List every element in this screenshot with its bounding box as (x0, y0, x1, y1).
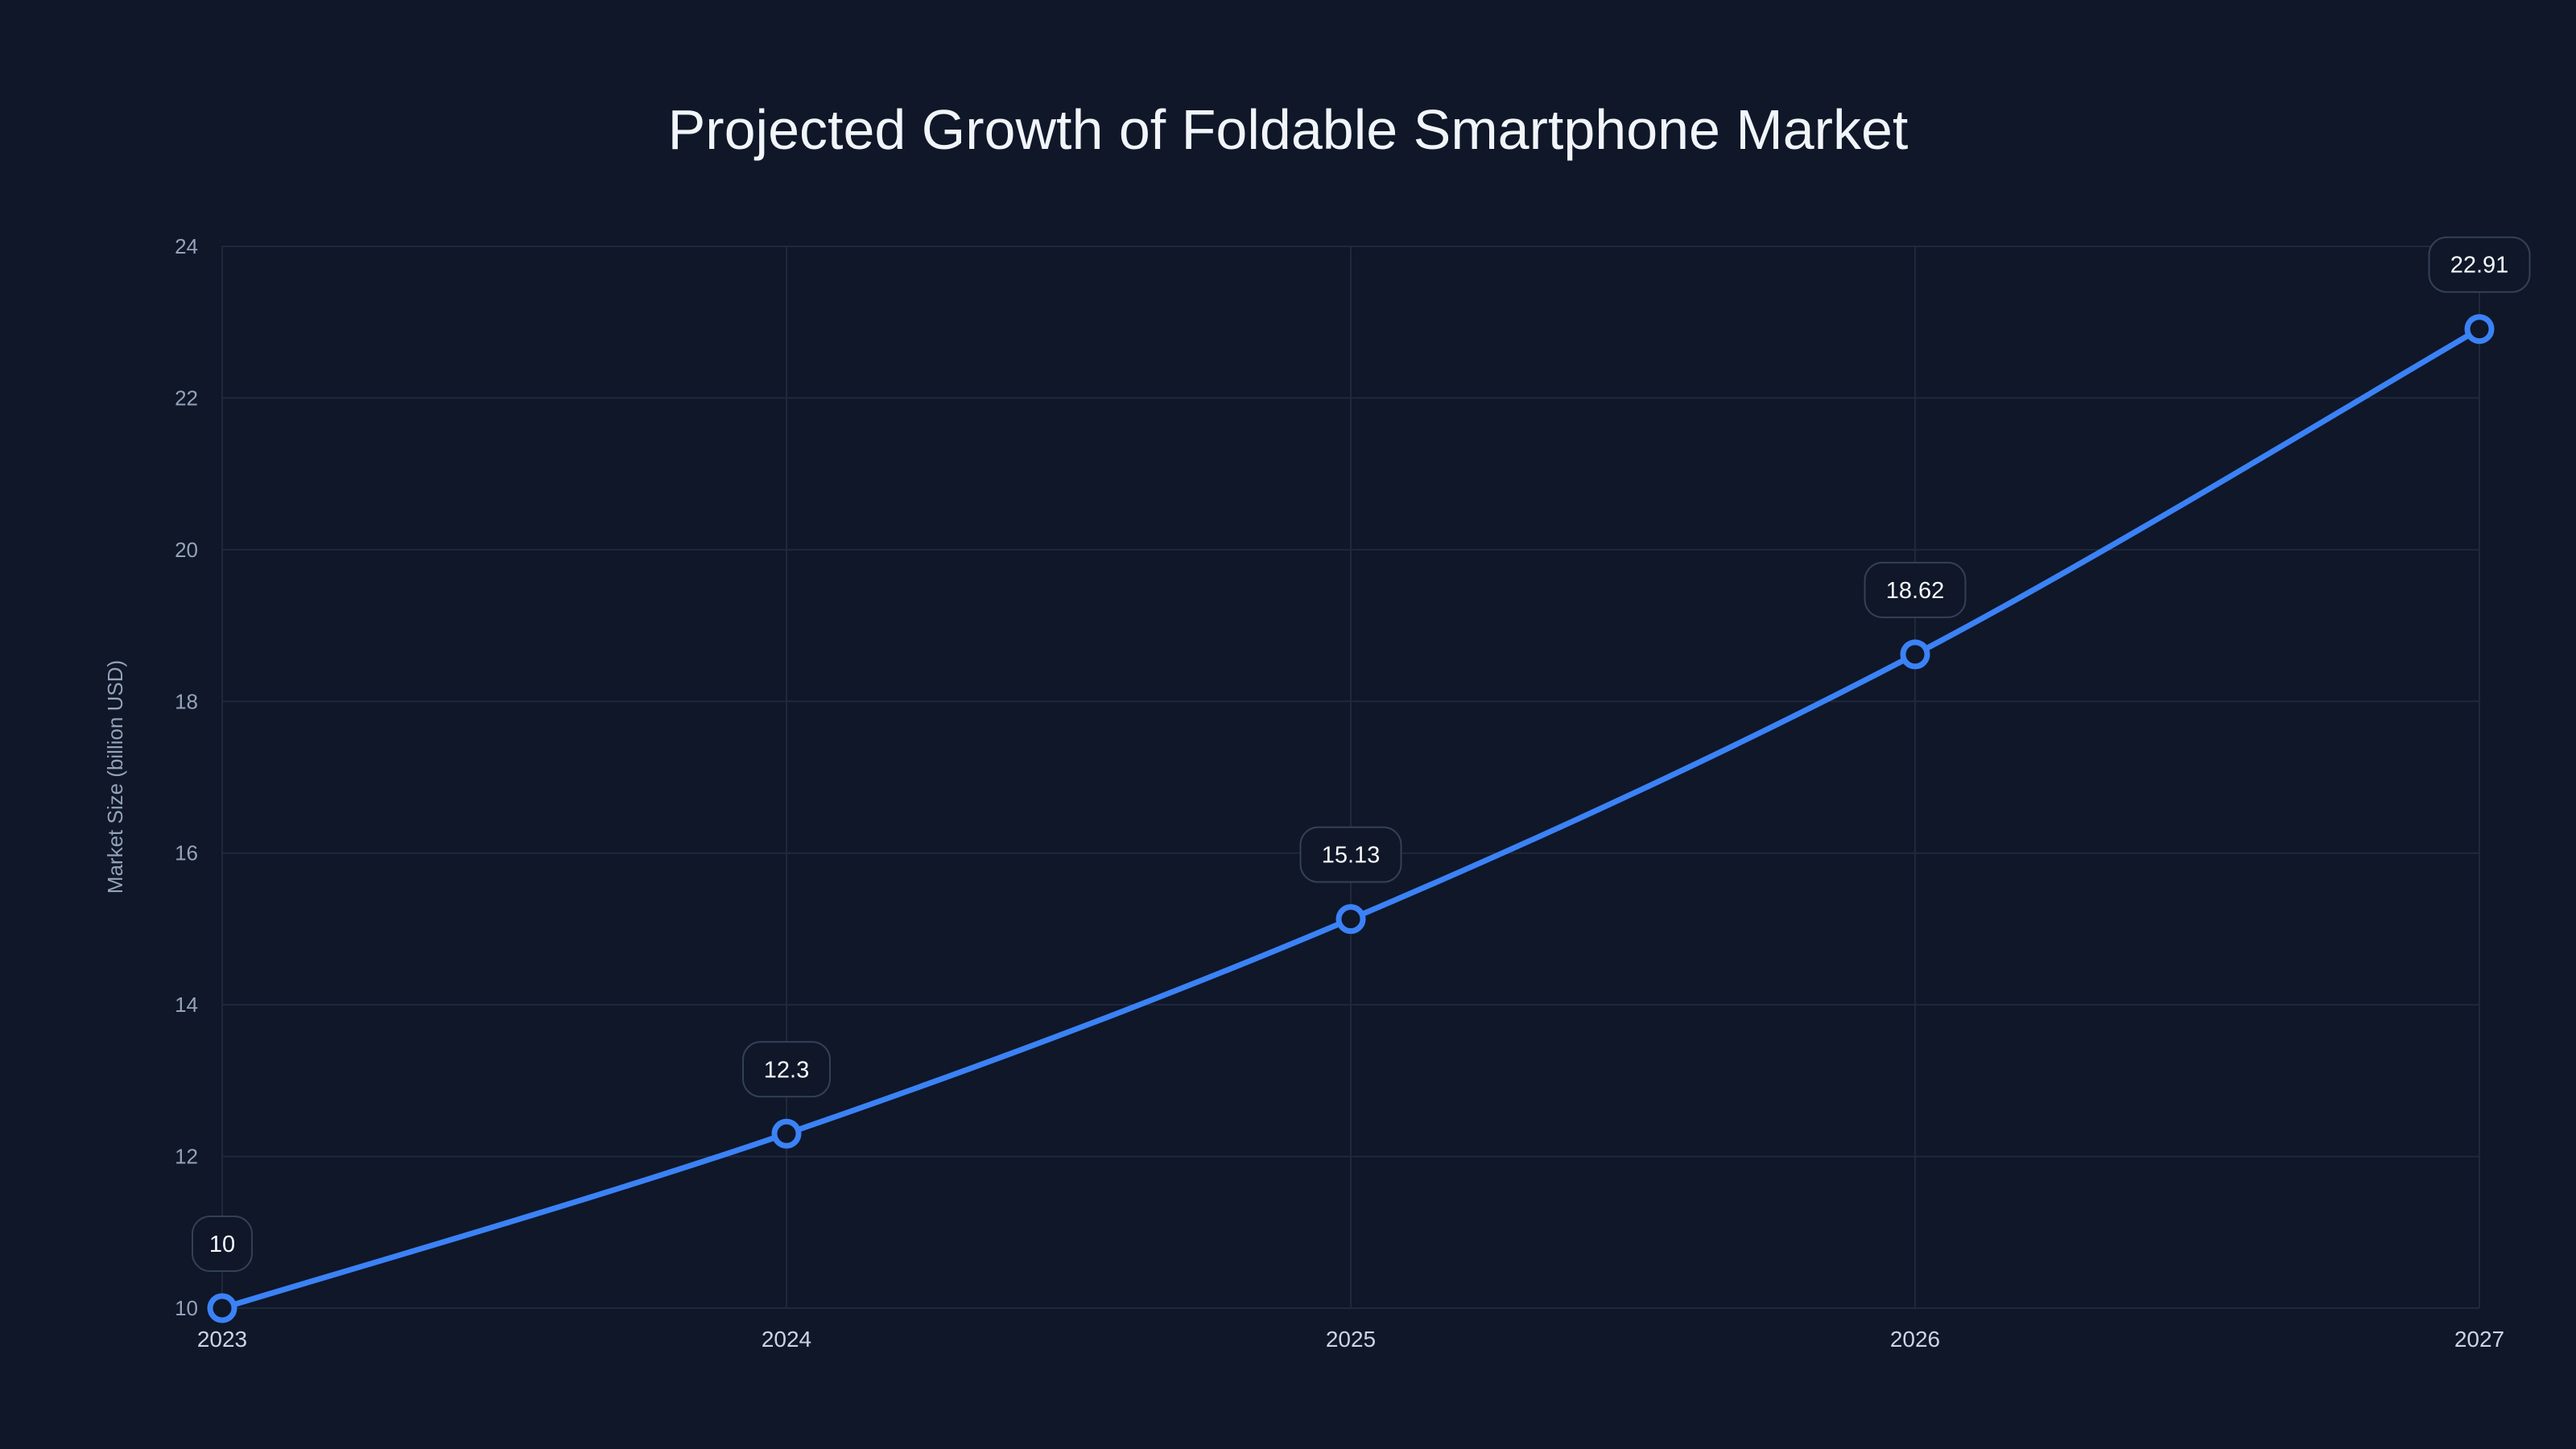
data-label: 18.62 (1886, 578, 1945, 604)
y-tick-label: 24 (175, 234, 198, 258)
data-label-box (192, 1216, 253, 1272)
y-tick-label: 12 (175, 1145, 198, 1169)
y-tick-label: 10 (175, 1296, 198, 1320)
x-tick-label: 2024 (762, 1327, 811, 1352)
data-label-box (2428, 236, 2531, 293)
x-tick-label: 2023 (197, 1327, 247, 1352)
x-tick-label: 2025 (1326, 1327, 1376, 1352)
data-label: 12.3 (764, 1057, 809, 1083)
y-tick-label: 14 (175, 993, 198, 1017)
data-label-box (742, 1041, 831, 1098)
data-label: 10 (209, 1232, 235, 1257)
data-point[interactable] (2464, 314, 2495, 345)
data-point[interactable] (771, 1118, 802, 1149)
y-tick-label: 16 (175, 841, 198, 865)
data-point[interactable] (1335, 904, 1366, 935)
data-point[interactable] (1900, 639, 1930, 670)
y-tick-label: 20 (175, 538, 198, 562)
x-tick-label: 2027 (2454, 1327, 2504, 1352)
x-tick-label: 2026 (1890, 1327, 1940, 1352)
data-label-box (1864, 561, 1967, 618)
data-point[interactable] (207, 1293, 237, 1323)
chart-title: Projected Growth of Foldable Smartphone … (668, 98, 1909, 161)
data-label: 15.13 (1322, 843, 1381, 869)
y-tick-label: 22 (175, 386, 198, 410)
data-label: 22.91 (2450, 253, 2509, 279)
data-label-box (1299, 826, 1402, 883)
y-tick-label: 18 (175, 689, 198, 713)
y-axis-label: Market Size (billion USD) (103, 660, 127, 894)
